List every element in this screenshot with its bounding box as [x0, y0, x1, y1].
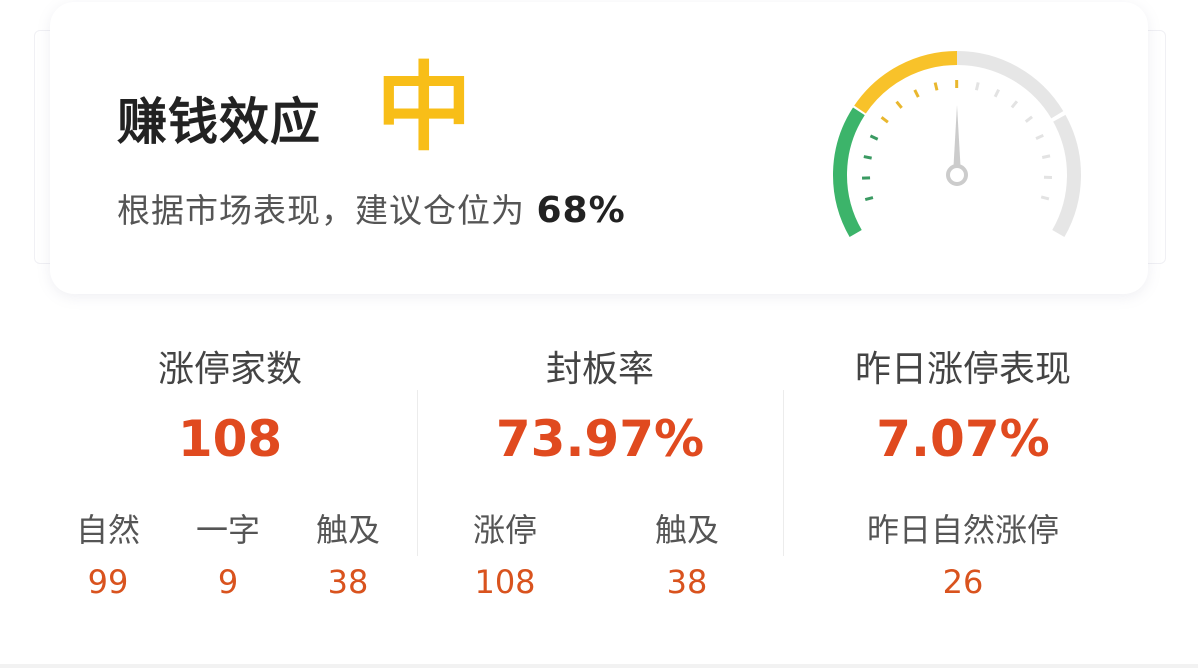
gauge-tick [880, 116, 889, 124]
stat-item: 昨日自然涨停 26 [867, 505, 1059, 601]
stat-value: 38 [327, 563, 369, 601]
yesterday-performance-value: 7.07% [876, 410, 1050, 468]
yesterday-performance-section: 昨日涨停表现 7.07% [783, 340, 1143, 468]
stat-label: 触及 [315, 511, 380, 549]
stat-value: 108 [474, 563, 536, 601]
gauge-mid-segment [854, 51, 958, 114]
gauge-hub [946, 164, 968, 186]
gauge-tick [869, 134, 879, 141]
gauge-tick [895, 100, 903, 109]
gauge-low-segment [833, 107, 865, 237]
gauge-tick [993, 88, 1000, 98]
yesterday-breakdown: 昨日自然涨停 26 [783, 505, 1143, 601]
seal-rate-title: 封板率 [545, 349, 654, 390]
gauge-needle [953, 105, 961, 175]
gauge-tick [933, 82, 939, 91]
bottom-divider [0, 664, 1198, 668]
gauge-rest-segment [1052, 114, 1081, 237]
stat-item: 一字 9 [168, 505, 288, 601]
divider [783, 390, 784, 556]
money-effect-gauge [833, 51, 1081, 237]
stat-item: 触及 38 [627, 505, 747, 601]
stat-value: 99 [87, 563, 129, 601]
stat-label: 昨日自然涨停 [866, 511, 1059, 549]
gauge-tick [913, 89, 920, 98]
money-effect-title: 赚钱效应 [117, 93, 321, 151]
yesterday-performance-title: 昨日涨停表现 [854, 349, 1071, 390]
position-percentage: 68% [536, 190, 626, 231]
position-advice: 根据市场表现，建议仓位为 68% [117, 184, 626, 232]
gauge-tick [864, 196, 874, 202]
stat-item: 触及 38 [288, 505, 408, 601]
gauge-tick [1040, 195, 1050, 201]
stat-value: 9 [217, 563, 239, 601]
seal-rate-breakdown: 涨停 108 触及 38 [445, 505, 747, 601]
advice-text: 根据市场表现，建议仓位为 [117, 191, 525, 230]
limit-up-count-section: 涨停家数 108 [0, 340, 460, 468]
stat-label: 一字 [195, 511, 260, 549]
stat-value: 26 [942, 563, 984, 601]
seal-rate-value: 73.97% [495, 410, 705, 468]
limit-up-breakdown: 自然 99 一字 9 触及 38 [48, 505, 408, 601]
gauge-tick [1041, 154, 1051, 159]
limit-up-count-value: 108 [177, 410, 283, 468]
gauge-tick [974, 82, 980, 91]
money-effect-level: 中 [376, 52, 472, 164]
gauge-tick [1010, 100, 1019, 109]
money-effect-card[interactable]: 赚钱效应 中 根据市场表现，建议仓位为 68% [50, 2, 1148, 294]
gauge-tick [1035, 133, 1044, 141]
stat-label: 触及 [654, 511, 719, 549]
stat-label: 涨停 [472, 511, 537, 549]
stat-value: 38 [666, 563, 708, 601]
stat-label: 自然 [75, 511, 140, 549]
gauge-rest-segment [956, 51, 1064, 119]
divider [417, 390, 418, 556]
stat-item: 自然 99 [48, 505, 168, 601]
stat-item: 涨停 108 [445, 505, 565, 601]
gauge-tick [1024, 115, 1033, 123]
limit-up-count-title: 涨停家数 [157, 349, 302, 390]
gauge-tick [863, 155, 872, 160]
seal-rate-section: 封板率 73.97% [417, 340, 783, 468]
